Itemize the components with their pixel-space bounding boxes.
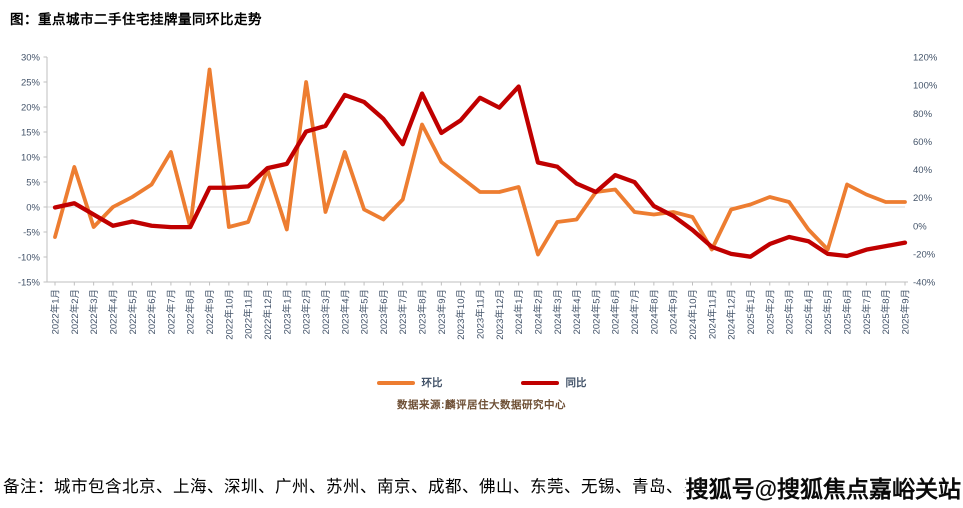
x-tick-label: 2022年6月 [146,289,158,334]
x-tick-label: 2022年12月 [262,289,274,340]
chart-legend: 环比 同比 [0,375,963,390]
y-axis-left-labels: 30% 25% 20% 15% 10% 5% 0% -5% -10% -15% [18,53,41,289]
legend-item-mom: 环比 [376,375,443,390]
x-tick-label: 2023年12月 [494,289,506,340]
x-tick-label: 2024年2月 [532,289,544,334]
x-tick-label: 2025年1月 [745,289,757,334]
x-tick-label: 2024年4月 [571,289,583,334]
y-right-tick-label: 120% [913,53,938,64]
axis-lines [43,56,908,286]
x-tick-label: 2025年4月 [803,289,815,334]
watermark: 搜狐号@搜狐焦点嘉峪关站 [683,474,963,505]
legend-label-mom: 环比 [421,377,443,389]
y-right-tick-label: 0% [913,221,927,232]
y-left-tick-label: 20% [21,103,41,114]
x-tick-label: 2023年11月 [475,289,487,339]
x-tick-label: 2023年7月 [397,289,409,334]
y-right-tick-label: 40% [913,165,933,176]
legend-item-yoy: 同比 [520,375,587,390]
x-tick-label: 2022年4月 [107,289,119,334]
y-right-tick-label: 20% [913,193,933,204]
y-left-tick-label: 5% [26,178,40,189]
legend-line-yoy-icon [520,380,559,385]
x-tick-label: 2022年11月 [243,289,255,339]
x-tick-label: 2022年7月 [165,289,177,334]
x-tick-label: 2023年3月 [320,289,332,334]
x-tick-label: 2024年6月 [610,289,622,334]
x-tick-label: 2023年6月 [378,289,390,334]
y-right-tick-label: -40% [913,278,936,289]
x-tick-label: 2025年3月 [784,289,796,334]
x-tick-label: 2024年12月 [726,289,738,340]
x-tick-label: 2024年8月 [648,289,660,334]
x-tick-label: 2024年5月 [590,289,602,334]
series-line-mom [53,67,907,257]
x-tick-label: 2023年5月 [359,289,371,334]
x-tick-label: 2022年5月 [127,289,139,334]
x-tick-label: 2025年6月 [842,289,854,334]
series-line-yoy [52,84,908,259]
y-right-tick-label: -20% [913,249,936,260]
source-caption: 数据来源:麟评居住大数据研究中心 [397,399,566,411]
x-tick-label: 2023年8月 [417,289,429,334]
x-tick-label: 2024年1月 [513,289,525,334]
legend-line-mom-icon [376,380,415,385]
y-right-tick-label: 80% [913,109,933,120]
x-axis-labels: 2022年1月 2022年2月 2022年3月 2022年4月 2022年5月 2022年… [50,289,912,340]
x-tick-label: 2023年2月 [301,289,313,334]
x-tick-label: 2025年8月 [880,289,892,334]
y-right-tick-label: 100% [913,81,938,92]
x-tick-label: 2024年7月 [629,289,641,334]
x-tick-label: 2023年10月 [455,289,467,340]
x-tick-label: 2024年11月 [706,289,718,339]
y-left-tick-label: 10% [21,153,41,164]
x-tick-label: 2024年9月 [668,289,680,334]
x-tick-label: 2022年3月 [88,289,100,334]
x-tick-label: 2025年9月 [900,289,912,334]
x-tick-label: 2025年7月 [861,289,873,334]
x-tick-label: 2023年4月 [339,289,351,334]
x-tick-label: 2022年8月 [185,289,197,334]
y-left-tick-label: 25% [21,78,41,89]
x-tick-label: 2023年9月 [436,289,448,334]
chart-title: 图：重点城市二手住宅挂牌量同环比走势 [10,12,262,27]
y-left-tick-label: -10% [18,253,41,264]
y-left-tick-label: 15% [21,128,41,139]
x-tick-label: 2022年2月 [69,289,81,334]
x-tick-label: 2024年3月 [552,289,564,334]
x-tick-label: 2023年1月 [281,289,293,334]
x-tick-label: 2022年10月 [223,289,235,340]
legend-label-yoy: 同比 [565,377,587,389]
y-right-tick-label: 60% [913,137,933,148]
y-left-tick-label: 30% [21,53,41,64]
y-left-tick-label: -5% [23,228,40,239]
y-left-tick-label: 0% [26,203,40,214]
x-tick-label: 2025年2月 [764,289,776,334]
x-tick-label: 2022年9月 [204,289,216,334]
footnote: 备注：城市包含北京、上海、深圳、广州、苏州、南京、成都、佛山、东莞、无锡、青岛、… [3,477,700,496]
x-tick-label: 2025年5月 [822,289,834,334]
y-left-tick-label: -15% [18,278,41,289]
x-tick-label: 2024年10月 [687,289,699,340]
x-tick-label: 2022年1月 [50,289,62,334]
y-axis-right-labels: 120% 100% 80% 60% 40% 20% 0% -20% -40% [913,53,938,289]
